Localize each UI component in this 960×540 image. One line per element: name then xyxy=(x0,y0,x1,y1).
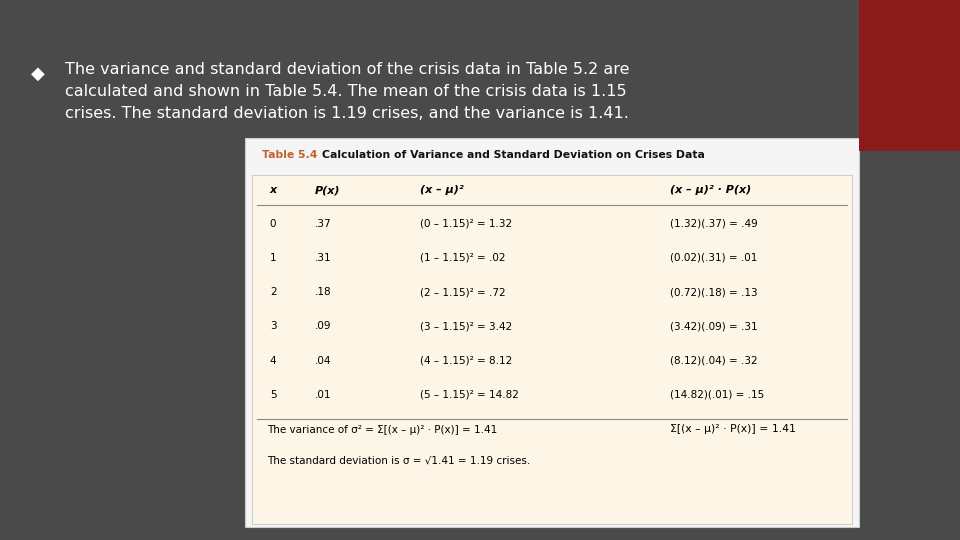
Text: P(x): P(x) xyxy=(315,185,341,195)
Text: .31: .31 xyxy=(315,253,331,263)
Text: (x – μ)² · P(x): (x – μ)² · P(x) xyxy=(670,185,752,195)
Text: ◆: ◆ xyxy=(31,65,44,83)
Bar xyxy=(252,176,852,524)
Text: (3 – 1.15)² = 3.42: (3 – 1.15)² = 3.42 xyxy=(420,321,513,332)
Text: 5: 5 xyxy=(270,390,276,400)
Text: (8.12)(.04) = .32: (8.12)(.04) = .32 xyxy=(670,355,757,366)
Text: (14.82)(.01) = .15: (14.82)(.01) = .15 xyxy=(670,390,764,400)
Text: (2 – 1.15)² = .72: (2 – 1.15)² = .72 xyxy=(420,287,506,297)
Text: (3.42)(.09) = .31: (3.42)(.09) = .31 xyxy=(670,321,757,332)
Text: (5 – 1.15)² = 14.82: (5 – 1.15)² = 14.82 xyxy=(420,390,519,400)
Text: The standard deviation is σ = √1.41 = 1.19 crises.: The standard deviation is σ = √1.41 = 1.… xyxy=(267,455,530,465)
Text: (0 – 1.15)² = 1.32: (0 – 1.15)² = 1.32 xyxy=(420,219,513,229)
Text: 0: 0 xyxy=(270,219,276,229)
Text: (1 – 1.15)² = .02: (1 – 1.15)² = .02 xyxy=(420,253,506,263)
Text: The variance and standard deviation of the crisis data in Table 5.2 are
calculat: The variance and standard deviation of t… xyxy=(65,62,630,122)
Text: (0.02)(.31) = .01: (0.02)(.31) = .01 xyxy=(670,253,757,263)
Text: .01: .01 xyxy=(315,390,331,400)
Text: (x – μ)²: (x – μ)² xyxy=(420,185,465,195)
Text: .09: .09 xyxy=(315,321,331,332)
Text: Calculation of Variance and Standard Deviation on Crises Data: Calculation of Variance and Standard Dev… xyxy=(322,150,705,160)
Bar xyxy=(245,138,859,526)
Text: The variance of σ² = Σ[(x – μ)² · P(x)] = 1.41: The variance of σ² = Σ[(x – μ)² · P(x)] … xyxy=(267,425,497,435)
Text: 1: 1 xyxy=(270,253,276,263)
Text: Table 5.4: Table 5.4 xyxy=(262,150,318,160)
Text: 3: 3 xyxy=(270,321,276,332)
Text: .18: .18 xyxy=(315,287,331,297)
Text: Σ[(x – μ)² · P(x)] = 1.41: Σ[(x – μ)² · P(x)] = 1.41 xyxy=(670,424,796,434)
Text: x: x xyxy=(270,185,276,195)
Text: 4: 4 xyxy=(270,355,276,366)
Text: (0.72)(.18) = .13: (0.72)(.18) = .13 xyxy=(670,287,757,297)
Text: 2: 2 xyxy=(270,287,276,297)
Text: .37: .37 xyxy=(315,219,331,229)
Text: .04: .04 xyxy=(315,355,331,366)
Text: (4 – 1.15)² = 8.12: (4 – 1.15)² = 8.12 xyxy=(420,355,513,366)
Text: (1.32)(.37) = .49: (1.32)(.37) = .49 xyxy=(670,219,757,229)
